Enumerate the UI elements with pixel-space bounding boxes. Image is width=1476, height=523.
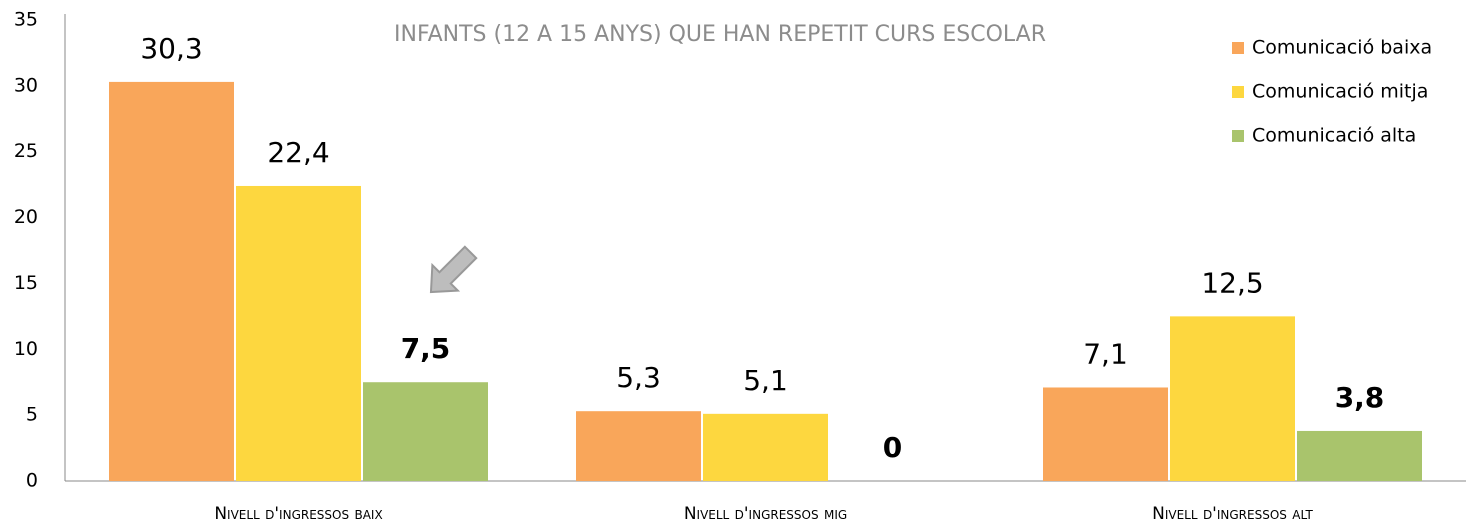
x-tick-label: Nivell d'ingressos mig (684, 504, 847, 523)
y-tick-label: 35 (14, 9, 38, 31)
legend-swatch (1232, 86, 1244, 98)
legend-label: Comunicació alta (1252, 125, 1416, 147)
bar (1170, 316, 1295, 481)
y-tick-label: 10 (14, 338, 38, 360)
x-tick-label: Nivell d'ingressos alt (1152, 504, 1313, 523)
legend-label: Comunicació baixa (1252, 37, 1432, 59)
legend-swatch (1232, 42, 1244, 54)
value-label: 5,3 (616, 361, 661, 394)
y-tick-label: 25 (14, 140, 38, 162)
value-label: 3,8 (1335, 381, 1385, 414)
value-label: 7,5 (401, 332, 451, 365)
chart-title: INFANTS (12 A 15 ANYS) QUE HAN REPETIT C… (394, 22, 1046, 47)
bar (109, 81, 234, 482)
bar (1297, 430, 1422, 481)
y-tick-label: 15 (14, 272, 38, 294)
y-tick-label: 30 (14, 74, 38, 96)
bar (703, 413, 828, 481)
value-label: 12,5 (1201, 266, 1263, 299)
y-tick-label: 5 (26, 404, 38, 426)
value-label: 0 (883, 431, 902, 464)
x-tick-label: Nivell d'ingressos baix (214, 504, 382, 523)
y-tick-label: 20 (14, 206, 38, 228)
value-label: 22,4 (267, 136, 329, 169)
bar (576, 411, 701, 481)
bar (236, 185, 361, 481)
value-label: 5,1 (743, 364, 788, 397)
y-tick-label: 0 (26, 470, 38, 492)
legend-swatch (1232, 130, 1244, 142)
legend-label: Comunicació mitja (1252, 81, 1428, 103)
bar (363, 382, 488, 481)
value-label: 7,1 (1083, 337, 1128, 370)
value-label: 30,3 (140, 32, 202, 65)
bar (1043, 387, 1168, 481)
arrow-icon (429, 245, 478, 294)
